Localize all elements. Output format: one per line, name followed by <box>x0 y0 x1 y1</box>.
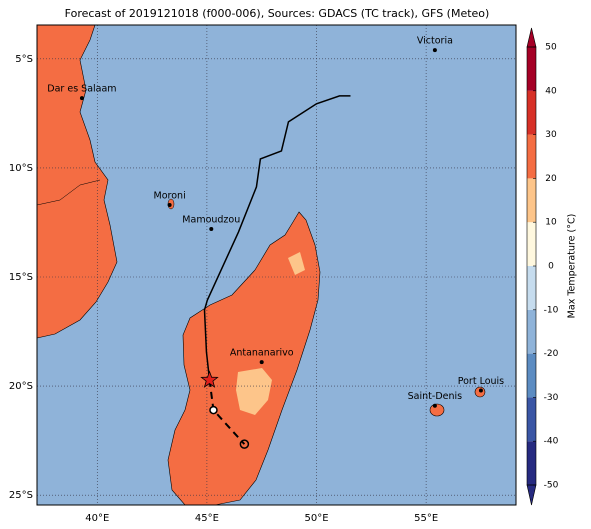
colorbar-segment <box>527 266 536 310</box>
colorbar-tick-label: -10 <box>544 305 559 315</box>
colorbar-tick-label: 30 <box>545 130 557 140</box>
colorbar-tick-label: -50 <box>544 481 559 491</box>
colorbar-segment <box>527 222 536 266</box>
city-marker <box>478 388 483 393</box>
reunion <box>429 403 445 417</box>
y-tick-label: 15°S <box>9 272 33 283</box>
city-marker <box>432 48 437 53</box>
city-label: Dar es Salaam <box>47 84 116 95</box>
colorbar-tick-label: 40 <box>545 86 557 96</box>
forecast-point <box>209 405 218 415</box>
y-tick-label: 5°S <box>15 54 33 65</box>
forecast-point <box>239 439 250 449</box>
colorbar-extend <box>526 484 537 506</box>
city-label: Antananarivo <box>230 348 294 359</box>
city-marker <box>167 203 172 207</box>
colorbar-segment <box>527 47 536 91</box>
city-marker <box>259 360 264 365</box>
city-marker <box>432 403 437 408</box>
colorbar-segment <box>527 90 536 135</box>
y-tick-label: 10°S <box>9 163 33 174</box>
colorbar-segment <box>527 309 536 354</box>
colorbar-tick-label: 10 <box>545 218 557 228</box>
city-label: Mamoudzou <box>182 215 240 226</box>
x-tick-label: 45°E <box>195 513 219 524</box>
x-tick-label: 55°E <box>414 513 438 524</box>
city-marker <box>209 227 214 231</box>
colorbar-tick-label: 20 <box>545 174 557 184</box>
y-tick-label: 25°S <box>9 490 33 501</box>
map-area <box>36 24 516 506</box>
colorbar-segment <box>527 353 536 398</box>
border <box>36 179 101 206</box>
colorbar-segment <box>527 397 536 442</box>
colorbar-tick-label: 0 <box>548 262 554 272</box>
x-tick-label: 40°E <box>85 513 109 524</box>
cool-highland <box>236 368 272 415</box>
y-tick-label: 20°S <box>9 381 33 392</box>
city-label: Victoria <box>417 36 453 47</box>
cool-highland <box>288 252 305 275</box>
map-frame <box>36 24 517 506</box>
map-title: Forecast of 2019121018 (f000-006), Sourc… <box>65 7 490 20</box>
colorbar-segment <box>527 441 536 485</box>
city-label: Moroni <box>154 191 186 202</box>
x-tick-label: 50°E <box>304 513 328 524</box>
colorbar-segment <box>527 178 536 223</box>
colorbar-tick-label: -30 <box>544 393 559 403</box>
colorbar-segment <box>527 134 536 179</box>
city-marker <box>79 96 84 101</box>
colorbar-extend <box>526 27 537 48</box>
colorbar-tick-label: 50 <box>545 43 557 53</box>
city-label: Port Louis <box>458 376 504 387</box>
colorbar-tick-label: -20 <box>544 349 559 359</box>
colorbar-tick-label: -40 <box>544 437 559 447</box>
colorbar-label: Max Temperature (°C) <box>567 214 578 319</box>
madagascar-land <box>167 211 321 506</box>
city-label: Saint-Denis <box>408 391 462 402</box>
cyclone-track <box>203 95 351 381</box>
cyclone-position <box>200 370 219 388</box>
